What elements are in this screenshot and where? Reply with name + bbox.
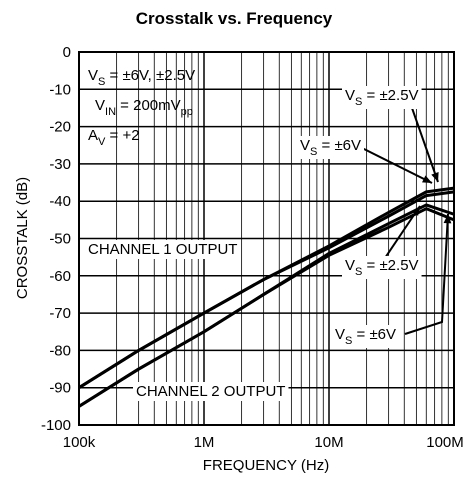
annotation-part: = +2 <box>105 127 139 144</box>
annotation-part: CHANNEL 1 OUTPUT <box>88 241 237 258</box>
annotation-part: S <box>345 335 352 347</box>
annotation-part: S <box>98 76 105 88</box>
annotation-part: V <box>345 257 355 274</box>
annotation-arrow <box>404 213 449 335</box>
x-tick-label: 100M <box>426 434 464 451</box>
annotation-part: = ±2.5V <box>362 257 418 274</box>
arrow-head <box>411 206 420 216</box>
annotation: CHANNEL 2 OUTPUT <box>133 382 289 401</box>
x-tick-label: 100k <box>63 434 96 451</box>
annotation-text: CHANNEL 2 OUTPUT <box>136 383 285 400</box>
annotation-part: = ±2.5V <box>362 87 418 104</box>
annotation-arrow <box>384 205 421 259</box>
annotation-part: = ±6V <box>317 137 361 154</box>
grid <box>78 51 455 426</box>
y-tick-label: -90 <box>49 380 71 397</box>
annotation: VIN = 200mVpp <box>95 97 193 118</box>
annotation-background <box>342 86 422 109</box>
annotation-text: VIN = 200mVpp <box>95 97 193 118</box>
annotation-part: V <box>88 67 98 84</box>
annotation-text: VS = ±2.5V <box>345 257 419 278</box>
annotation: VS = ±2.5V <box>342 86 439 183</box>
x-tick-label: 1M <box>194 434 215 451</box>
annotation: VS = ±6V, ±2.5V <box>88 67 195 88</box>
y-axis-label: CROSSTALK (dB) <box>14 177 31 299</box>
series-line <box>78 190 455 389</box>
annotation-part: V <box>95 97 105 114</box>
plot-frame <box>78 51 455 426</box>
series-line <box>78 203 455 408</box>
annotation-text: VS = ±6V <box>335 326 396 347</box>
arrow-head <box>443 214 452 224</box>
annotation-part: S <box>310 146 317 158</box>
annotation-part: S <box>355 96 362 108</box>
annotation-background <box>332 325 400 348</box>
annotation-part: S <box>355 266 362 278</box>
annotation: VS = ±6V <box>297 136 433 184</box>
arrow-head <box>431 172 439 182</box>
annotation: VS = ±6V <box>332 213 452 348</box>
annotation-part: V <box>345 87 355 104</box>
annotation-part: V <box>300 137 310 154</box>
y-tick-label: -60 <box>49 268 71 285</box>
annotation-part: pp <box>181 106 193 118</box>
annotation-background <box>297 136 365 159</box>
annotation-text: AV = +2 <box>88 127 140 148</box>
annotation-text: VS = ±6V, ±2.5V <box>88 67 195 88</box>
annotation-background <box>85 240 241 259</box>
annotation-part: = 200mV <box>116 97 181 114</box>
annotation-part: V <box>335 326 345 343</box>
y-tick-label: -10 <box>49 81 71 98</box>
annotation-part: A <box>88 127 98 144</box>
y-tick-label: -30 <box>49 156 71 173</box>
lines <box>78 186 455 408</box>
y-tick-label: -80 <box>49 342 71 359</box>
annotation: AV = +2 <box>88 127 140 148</box>
y-tick-label: -40 <box>49 193 71 210</box>
x-tick-label: 10M <box>314 434 343 451</box>
y-tick-label: -20 <box>49 119 71 136</box>
chart-title: Crosstalk vs. Frequency <box>136 9 333 28</box>
annotation-part: = ±6V <box>352 326 396 343</box>
annotation-text: CHANNEL 1 OUTPUT <box>88 241 237 258</box>
y-tick-label: -50 <box>49 231 71 248</box>
y-tick-label: 0 <box>63 44 71 61</box>
y-tick-label: -70 <box>49 305 71 322</box>
annotation-part: IN <box>105 106 116 118</box>
annotation-text: VS = ±2.5V <box>345 87 419 108</box>
annotation-text: VS = ±6V <box>300 137 361 158</box>
arrow-head <box>422 175 432 183</box>
annotation-part: V <box>98 136 106 148</box>
y-tick-label: -100 <box>41 417 71 434</box>
annotation-part: CHANNEL 2 OUTPUT <box>136 383 285 400</box>
annotation: VS = ±2.5V <box>342 205 422 279</box>
series-line <box>78 207 455 408</box>
annotation-background <box>133 382 289 401</box>
annotation-part: = ±6V, ±2.5V <box>105 67 195 84</box>
x-axis-label: FREQUENCY (Hz) <box>203 457 329 474</box>
annotation-arrow <box>361 147 433 184</box>
annotation: CHANNEL 1 OUTPUT <box>85 240 241 259</box>
annotation-background <box>342 256 422 279</box>
annotation-arrow <box>411 107 439 183</box>
